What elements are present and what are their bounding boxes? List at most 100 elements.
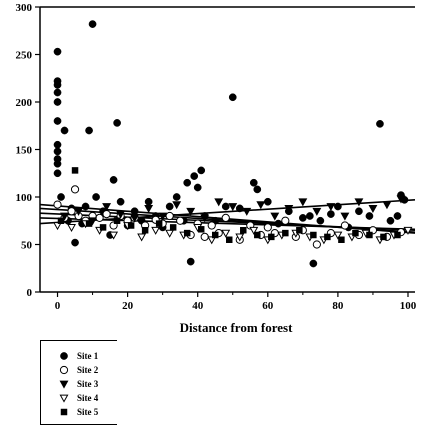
point-s1-37 [190,172,199,180]
point-s1-61 [386,216,395,225]
point-s3-17 [298,198,308,207]
point-s5-0 [57,217,65,224]
point-s5-15 [268,233,275,241]
point-s1-60 [376,120,384,128]
point-s3-10 [200,214,210,223]
y-tick-label-0: 0 [27,287,33,299]
point-s2-34 [340,221,350,230]
point-s3-20 [340,212,350,221]
point-s1-7 [53,147,62,156]
point-s5-16 [282,229,289,237]
point-s1-56 [334,202,342,211]
legend-label-2: Site 2 [77,365,99,375]
point-s1-52 [306,212,314,220]
point-s3-19 [326,203,336,212]
point-s2-16 [165,211,174,221]
legend: Site 1 Site 2 Site 3 Site 4 Site 5 [40,340,117,425]
point-s1-19 [88,20,97,28]
point-s2-23 [221,213,230,222]
point-s1-42 [221,202,230,211]
point-s1-5 [53,117,62,125]
legend-item-4: Site 4 [59,392,98,404]
point-s5-9 [183,229,191,237]
point-s5-13 [240,227,247,234]
point-s3-16 [284,205,294,214]
point-s3-15 [270,212,280,221]
point-s2-27 [263,223,272,232]
x-tick-label-60: 60 [262,300,274,312]
legend-symbol-1 [60,352,68,360]
point-s2-0 [53,200,62,209]
point-s4-6 [137,233,147,242]
point-s5-22 [366,231,373,239]
point-s3-1 [74,207,84,216]
point-s3-3 [102,203,112,212]
y-tick-label-200: 200 [16,97,33,109]
x-tick-label-80: 80 [332,300,344,312]
point-s3-11 [214,198,224,207]
point-s5-17 [296,227,303,234]
point-s5-12 [226,236,233,243]
data-points [53,20,413,268]
series-3 [60,195,406,226]
point-s2-21 [207,221,216,230]
point-s3-21 [354,198,364,207]
point-s1-24 [113,119,121,127]
point-s3-22 [368,205,378,214]
point-s1-23 [109,176,118,184]
point-s2-32 [312,240,321,249]
point-s3-4 [116,210,126,219]
point-s4-0 [53,222,62,231]
point-s5-8 [169,224,177,231]
point-s5-2 [85,220,93,227]
scatter-chart: 0 50 100 150 200 250 300 0 20 40 60 80 100 Distance … [16,2,417,335]
point-s1-12 [60,126,69,135]
point-s4-20 [333,231,343,240]
point-s2-7 [95,213,104,222]
point-s1-6 [53,140,62,149]
legend-symbol-2 [59,365,69,375]
legend-marker-4 [59,394,69,403]
point-s1-58 [355,207,363,216]
point-s3-9 [186,207,196,216]
point-s1-32 [165,202,174,211]
point-s1-46 [249,178,258,187]
point-s5-19 [324,233,331,241]
legend-marker-2 [59,365,69,375]
legend-item-2: Site 2 [59,364,98,376]
point-s1-27 [130,207,139,216]
point-s3-12 [228,203,238,212]
y-tick-label-50: 50 [21,240,33,252]
point-s5-10 [197,226,205,233]
point-s1-44 [235,204,244,213]
point-s1-36 [186,257,195,266]
point-s4-4 [109,231,119,240]
point-s3-13 [242,207,252,216]
legend-label-3: Site 3 [77,379,99,389]
point-s2-20 [200,232,209,241]
legend-marker-1 [60,352,68,360]
point-s4-25 [403,226,413,235]
legend-marker-5 [60,408,68,416]
point-s1-54 [316,216,325,225]
point-s2-2 [67,207,76,216]
point-s1-20 [92,193,100,201]
point-s5-7 [155,220,163,227]
point-s4-1 [67,224,76,233]
point-s3-18 [312,207,322,216]
point-s2-17 [176,216,185,225]
point-s2-8 [102,210,111,219]
point-s1-47 [253,185,262,194]
legend-symbol-3 [59,380,69,389]
point-s1-0 [53,47,62,56]
point-s1-15 [71,238,79,247]
point-s5-23 [380,233,387,241]
point-s5-1 [71,167,79,174]
point-s5-3 [99,224,107,231]
point-s2-29 [281,216,290,225]
x-tick-label-20: 20 [122,300,134,312]
x-tick-label-40: 40 [192,300,204,312]
point-s2-3 [70,185,80,194]
point-s3-8 [172,201,182,210]
legend-label-1: Site 1 [77,351,99,361]
